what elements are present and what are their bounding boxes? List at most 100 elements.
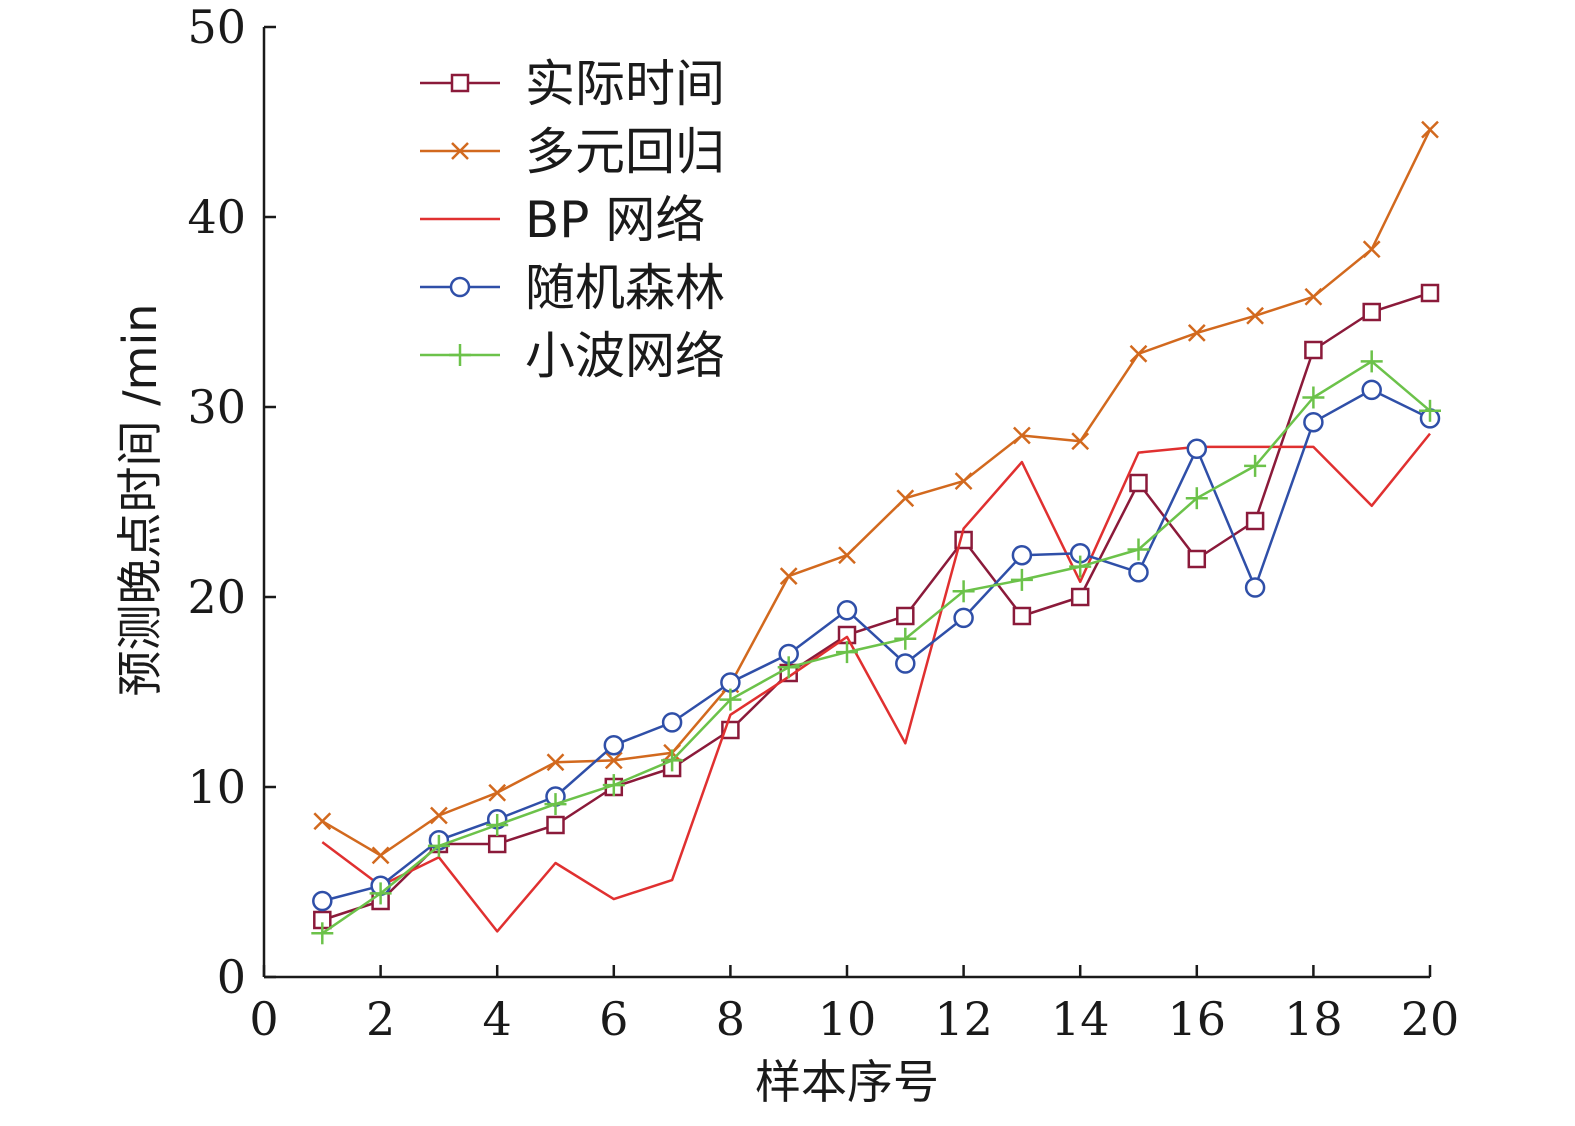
x-tick-label: 16 — [1168, 992, 1227, 1046]
data-point — [1362, 302, 1381, 322]
x-tick-label: 2 — [366, 992, 395, 1046]
data-point — [896, 489, 915, 508]
series-1 — [313, 120, 1439, 865]
data-point — [544, 793, 567, 816]
x-tick-label: 8 — [716, 992, 745, 1046]
series-0 — [313, 283, 1440, 930]
data-point — [952, 580, 975, 603]
legend-label: 实际时间 — [525, 55, 725, 113]
data-point — [1128, 562, 1149, 583]
data-point — [954, 472, 973, 490]
series-2 — [321, 432, 1431, 933]
y-tick-label: 40 — [187, 190, 246, 244]
legend-swatch-marker — [451, 142, 469, 160]
data-point — [312, 890, 333, 912]
legend-label: 多元回归 — [525, 123, 725, 181]
series-4 — [311, 350, 1441, 945]
x-tick-label: 12 — [934, 992, 993, 1046]
data-point — [1011, 544, 1033, 566]
data-point — [427, 834, 450, 857]
data-point — [1420, 283, 1440, 303]
x-tick-label: 6 — [599, 992, 628, 1046]
legend-label: 小波网络 — [525, 327, 725, 385]
data-point — [838, 546, 856, 565]
x-tick-label: 0 — [249, 992, 278, 1046]
data-point — [1187, 549, 1207, 569]
legend-swatch-marker — [449, 344, 471, 366]
data-point — [777, 656, 800, 679]
data-point — [1362, 240, 1381, 259]
data-point — [430, 806, 448, 825]
data-point — [779, 567, 798, 585]
data-point — [836, 641, 858, 664]
data-point — [1302, 386, 1325, 409]
data-point — [896, 606, 915, 626]
data-point — [1129, 344, 1148, 363]
x-axis-title: 样本序号 — [755, 1055, 939, 1109]
data-point — [895, 653, 916, 674]
series-3 — [312, 379, 1441, 912]
data-point — [661, 712, 683, 733]
data-point — [1419, 399, 1441, 422]
data-point — [1303, 411, 1324, 433]
data-point — [1244, 454, 1267, 477]
data-point — [1246, 306, 1264, 325]
y-tick-label: 0 — [217, 950, 246, 1004]
data-point — [488, 783, 507, 802]
legend-item: BP 网络 — [420, 191, 705, 249]
data-point — [487, 834, 507, 854]
legend-swatch-marker — [450, 73, 470, 93]
data-point — [1421, 120, 1439, 139]
x-tick-label: 10 — [818, 992, 877, 1046]
data-point — [1304, 287, 1323, 306]
data-point — [546, 753, 565, 772]
data-point — [1304, 340, 1323, 360]
data-point — [313, 812, 332, 831]
data-point — [1245, 511, 1265, 531]
y-tick-label: 10 — [187, 760, 246, 814]
data-point — [311, 922, 334, 945]
data-point — [1070, 587, 1090, 607]
data-point — [486, 814, 509, 836]
data-point — [1013, 426, 1031, 445]
y-tick-label: 50 — [187, 0, 246, 54]
legend-label: BP 网络 — [525, 191, 705, 249]
legend-swatch-marker — [449, 276, 471, 298]
data-point — [369, 882, 392, 905]
data-point — [1360, 350, 1383, 373]
data-point — [953, 607, 974, 629]
series-lines — [311, 120, 1441, 945]
series-line — [321, 360, 1431, 935]
data-point — [1069, 555, 1092, 578]
ticks: 0 2 4 6 8 10 12 14 16 18 20 0 10 20 30 40 50 — [187, 0, 1459, 1046]
data-point — [1071, 432, 1090, 451]
series-line — [321, 129, 1432, 857]
x-tick-label: 20 — [1401, 992, 1460, 1046]
legend-label: 随机森林 — [525, 259, 725, 317]
y-tick-label: 30 — [187, 380, 246, 434]
data-point — [661, 749, 684, 772]
x-tick-label: 14 — [1051, 992, 1110, 1046]
data-point — [836, 600, 858, 621]
data-point — [1010, 568, 1033, 591]
data-point — [603, 734, 625, 756]
legend-item: 多元回归 — [420, 123, 725, 181]
series-line — [321, 291, 1431, 922]
data-point — [1186, 438, 1208, 460]
data-point — [1185, 487, 1208, 510]
series-line — [321, 432, 1431, 933]
data-point — [1187, 324, 1206, 342]
x-tick-label: 18 — [1284, 992, 1343, 1046]
y-axis-title: 预测晚点时间 /min — [113, 304, 167, 697]
data-point — [719, 688, 742, 711]
data-point — [1127, 538, 1150, 561]
legend-item: 实际时间 — [420, 55, 725, 113]
data-point — [1361, 379, 1382, 401]
legend-item: 随机森林 — [420, 259, 725, 317]
data-point — [371, 846, 390, 865]
y-tick-label: 20 — [187, 570, 246, 624]
data-point — [1012, 606, 1032, 626]
legend-item: 小波网络 — [420, 327, 725, 385]
